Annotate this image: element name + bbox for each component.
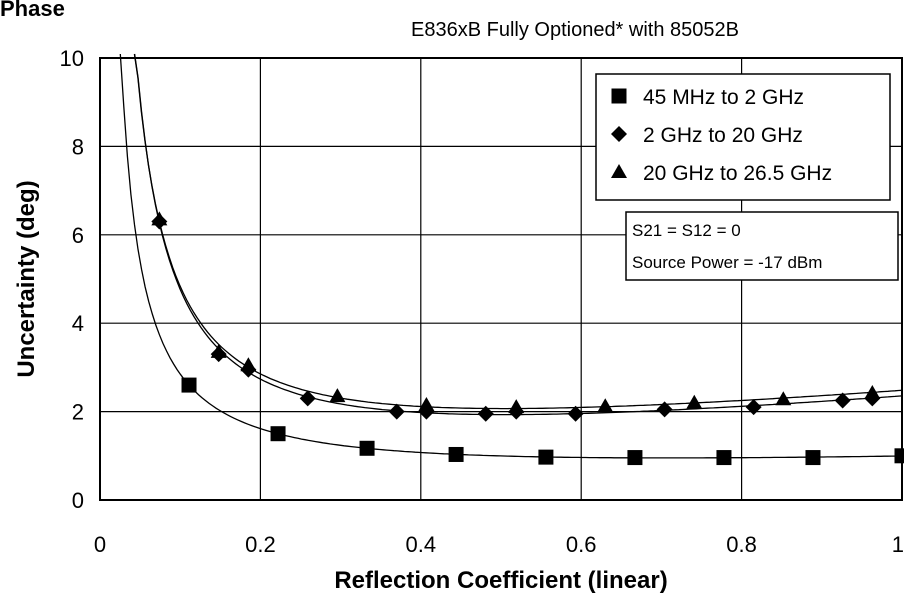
marker-triangle-2-3 [329,388,346,403]
x-tick-label-3: 0.6 [566,532,597,557]
marker-triangle-2-5 [508,399,525,414]
legend-box [595,73,891,201]
legend-marker-triangle [611,164,627,178]
y-tick-label-0: 0 [72,488,84,513]
x-tick-label-0: 0 [94,532,106,557]
marker-square-0-7 [805,450,821,466]
legend-label-1: 2 GHz to 20 GHz [643,124,803,147]
y-tick-label-5: 10 [60,46,84,71]
marker-square-0-5 [627,450,643,466]
x-tick-label-1: 0.2 [245,532,276,557]
marker-triangle-2-8 [775,391,792,406]
marker-square-0-8 [894,448,904,464]
trend-curve-0 [119,53,902,459]
marker-diamond-1-6 [477,405,494,422]
legend-label-0: 45 MHz to 2 GHz [643,86,804,109]
legend-label-2: 20 GHz to 26.5 GHz [643,162,832,185]
y-tick-label-4: 8 [72,134,84,159]
marker-triangle-2-7 [686,394,703,409]
marker-square-0-1 [270,426,286,442]
marker-diamond-1-3 [299,390,316,407]
y-tick-label-1: 2 [72,400,84,425]
y-tick-labels: 0 2 4 6 8 10 [60,46,84,513]
marker-triangle-2-4 [418,396,435,411]
marker-triangle-2-1 [210,343,227,358]
marker-diamond-1-8 [567,405,584,422]
annotation-line-2: Source Power = -17 dBm [632,253,822,272]
x-tick-label-5: 1 [892,532,904,557]
x-axis-label: Reflection Coefficient (linear) [334,567,667,594]
chart-title-left: Phase [0,0,65,21]
marker-diamond-1-9 [656,401,673,418]
marker-square-0-0 [181,377,197,393]
marker-triangle-2-2 [240,357,257,372]
legend-marker-square [611,88,627,104]
legend: 45 MHz to 2 GHz 2 GHz to 20 GHz 20 GHz to … [595,73,891,201]
marker-diamond-1-11 [834,392,851,409]
marker-square-0-3 [448,446,464,462]
y-tick-label-2: 4 [72,311,84,336]
data-markers [151,211,904,466]
x-tick-label-4: 0.8 [726,532,757,557]
plot-border [99,57,903,501]
y-axis-label: Uncertainty (deg) [13,180,40,377]
annotation-frame [625,211,899,281]
marker-diamond-1-4 [388,403,405,420]
marker-triangle-2-6 [597,398,614,413]
annotation-box: S21 = S12 = 0 Source Power = -17 dBm [625,211,899,281]
marker-square-0-4 [538,449,554,465]
x-tick-labels: 0 0.2 0.4 0.6 0.8 1 [94,532,904,557]
marker-triangle-2-0 [151,211,168,226]
y-tick-label-3: 6 [72,223,84,248]
chart-title: E836xB Fully Optioned* with 85052B [411,19,739,41]
legend-marker-diamond [611,126,627,142]
x-tick-label-2: 0.4 [406,532,437,557]
marker-square-0-6 [716,450,732,466]
marker-square-0-2 [359,440,375,456]
marker-diamond-1-10 [745,399,762,416]
annotation-line-1: S21 = S12 = 0 [632,221,741,240]
marker-triangle-2-9 [864,385,881,400]
